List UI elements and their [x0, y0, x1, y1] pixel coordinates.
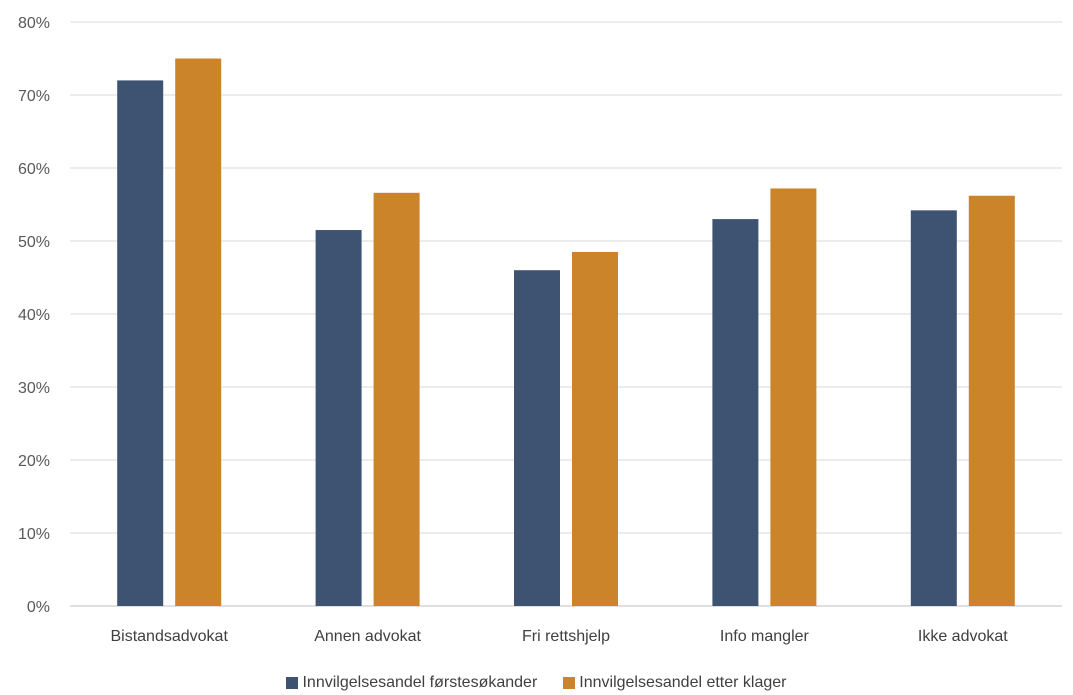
legend-label-series-2: Innvilgelsesandel etter klager — [579, 674, 787, 691]
bar-1-fri-rettshjelp — [514, 270, 560, 606]
x-category-label: Bistandsadvokat — [110, 628, 228, 645]
legend-label-series-1: Innvilgelsesandel førstesøkander — [302, 674, 538, 691]
y-tick-label: 60% — [18, 161, 50, 178]
legend-swatch-series-2 — [563, 677, 576, 689]
x-category-label: Ikke advokat — [918, 628, 1008, 645]
bar-1-info-mangler — [712, 219, 759, 606]
y-tick-label: 30% — [18, 380, 50, 397]
legend-swatch-series-1 — [286, 677, 299, 689]
bar-1-annen-advokat — [315, 230, 362, 607]
y-tick-label: 80% — [18, 15, 50, 32]
bar-2-info-mangler — [770, 188, 817, 606]
legend-item-series-1: Innvilgelsesandel førstesøkander — [286, 674, 537, 692]
y-tick-label: 40% — [18, 307, 50, 324]
x-category-label: Annen advokat — [314, 628, 421, 645]
bar-2-bistandsadvokat — [175, 58, 222, 606]
bar-1-ikke-advokat — [910, 210, 957, 606]
x-category-label: Fri rettshjelp — [522, 628, 610, 645]
bar-1-bistandsadvokat — [117, 80, 164, 606]
y-tick-label: 10% — [18, 526, 50, 543]
y-axis-ticks: 0% 10% 20% 30% 40% 50% 60% 70% 80% — [18, 15, 50, 616]
gridlines — [70, 21, 1062, 607]
legend-item-series-2: Innvilgelsesandel etter klager — [563, 674, 787, 692]
y-tick-label: 70% — [18, 88, 50, 105]
bar-2-ikke-advokat — [968, 195, 1015, 607]
x-axis-categories: Bistandsadvokat Annen advokat Fri rettshje… — [110, 628, 1008, 645]
y-tick-label: 50% — [18, 234, 50, 251]
bar-2-annen-advokat — [373, 192, 420, 606]
x-category-label: Info mangler — [720, 628, 810, 645]
bars — [117, 58, 1015, 607]
bar-2-fri-rettshjelp — [572, 251, 618, 606]
legend: Innvilgelsesandel førstesøkander Innvilg… — [0, 674, 1073, 692]
y-tick-label: 20% — [18, 453, 50, 470]
y-tick-label: 0% — [27, 599, 50, 616]
